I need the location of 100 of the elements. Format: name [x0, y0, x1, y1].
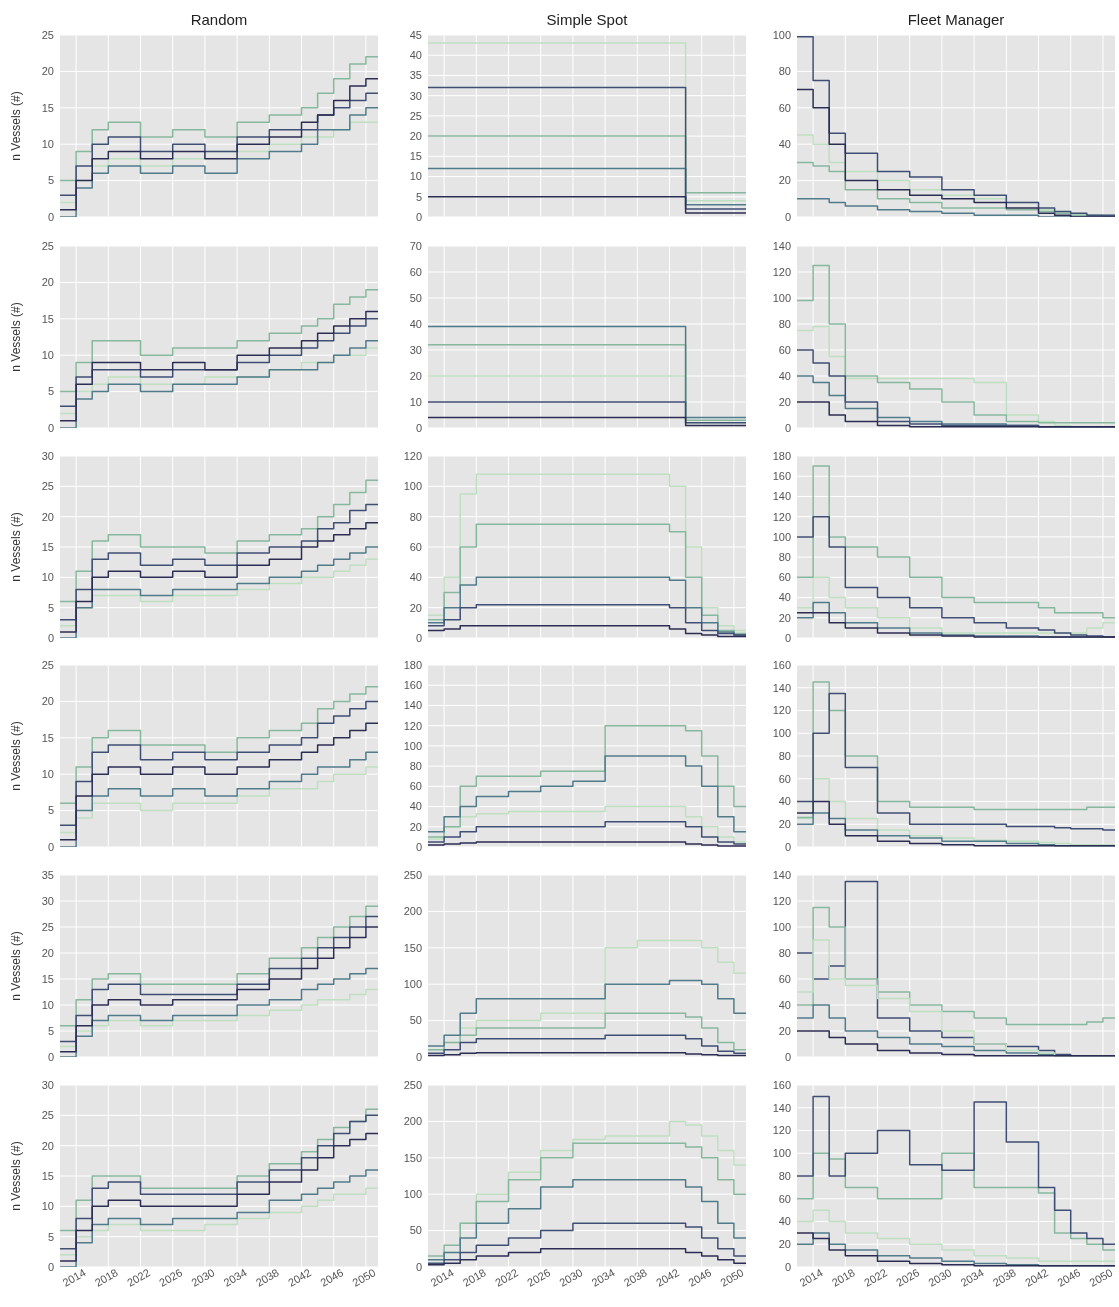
y-tick-label: 100: [403, 480, 422, 493]
y-tick-label: 40: [778, 369, 791, 382]
y-axis-title: n Vessels (#): [9, 302, 23, 372]
y-tick-label: 120: [403, 449, 422, 462]
y-tick-label: 35: [41, 868, 54, 881]
x-tick-label: 2038: [253, 1266, 281, 1289]
y-tick-label: 20: [409, 601, 422, 614]
x-tick-label: 2042: [285, 1266, 314, 1289]
y-tick-label: 120: [772, 894, 791, 907]
y-tick-label: 40: [409, 800, 422, 813]
y-tick-label: 20: [409, 820, 422, 833]
x-tick-label: 2018: [92, 1266, 120, 1289]
y-tick-label: 5: [47, 385, 54, 398]
y-tick-label: 200: [403, 905, 422, 918]
y-tick-label: 5: [47, 1024, 54, 1037]
y-tick-label: 0: [784, 840, 791, 853]
y-tick-label: 10: [41, 768, 54, 781]
x-tick-label: 2046: [686, 1266, 714, 1289]
y-tick-label: 20: [41, 695, 54, 708]
x-tick-label: 2030: [926, 1266, 954, 1289]
y-tick-label: 20: [778, 1238, 791, 1251]
y-tick-label: 40: [778, 998, 791, 1011]
y-tick-label: 15: [41, 540, 54, 553]
y-tick-label: 0: [784, 1050, 791, 1063]
y-tick-label: 20: [41, 65, 54, 78]
y-tick-label: 25: [41, 1109, 54, 1122]
x-tick-label: 2030: [189, 1266, 217, 1289]
y-tick-label: 10: [409, 395, 422, 408]
y-tick-label: 0: [784, 631, 791, 644]
x-tick-label: 2050: [718, 1266, 746, 1289]
x-tick-label: 2034: [589, 1266, 617, 1289]
x-tick-label: 2042: [1022, 1266, 1051, 1289]
y-tick-label: 250: [403, 868, 422, 881]
x-tick-label: 2018: [829, 1266, 857, 1289]
y-tick-label: 120: [403, 719, 422, 732]
y-tick-label: 160: [772, 1078, 791, 1091]
x-tick-label: 2046: [1055, 1266, 1083, 1289]
y-tick-label: 15: [41, 1169, 54, 1182]
y-tick-label: 60: [778, 343, 791, 356]
y-tick-label: 15: [41, 312, 54, 325]
chart-title: Simple Spot: [546, 11, 629, 28]
y-tick-label: 10: [409, 170, 422, 183]
y-tick-label: 200: [403, 1115, 422, 1128]
y-tick-label: 20: [41, 1139, 54, 1152]
x-tick-label: 2038: [990, 1266, 1018, 1289]
y-tick-label: 20: [41, 276, 54, 289]
y-axis-title: n Vessels (#): [9, 931, 23, 1001]
y-tick-label: 35: [409, 69, 422, 82]
y-tick-label: 30: [41, 1078, 54, 1091]
y-tick-label: 25: [41, 658, 54, 671]
y-tick-label: 0: [415, 1050, 422, 1063]
y-tick-label: 40: [409, 49, 422, 62]
x-tick-label: 2038: [621, 1266, 649, 1289]
y-tick-label: 100: [772, 28, 791, 41]
y-tick-label: 0: [415, 631, 422, 644]
y-tick-label: 120: [772, 1124, 791, 1137]
y-tick-label: 80: [778, 317, 791, 330]
y-tick-label: 250: [403, 1078, 422, 1091]
x-tick-label: 2014: [797, 1266, 825, 1289]
y-tick-label: 160: [403, 679, 422, 692]
y-tick-label: 5: [47, 804, 54, 817]
y-tick-label: 60: [409, 265, 422, 278]
y-tick-label: 100: [403, 739, 422, 752]
y-tick-label: 100: [772, 920, 791, 933]
x-tick-label: 2014: [428, 1266, 456, 1289]
y-tick-label: 15: [409, 150, 422, 163]
y-tick-label: 15: [41, 731, 54, 744]
y-tick-label: 20: [778, 818, 791, 831]
x-tick-label: 2050: [350, 1266, 378, 1289]
x-tick-label: 2042: [653, 1266, 682, 1289]
y-tick-label: 10: [41, 138, 54, 151]
y-tick-label: 100: [772, 727, 791, 740]
y-tick-label: 50: [409, 1014, 422, 1027]
x-tick-label: 2026: [525, 1266, 553, 1289]
y-tick-label: 100: [403, 1188, 422, 1201]
y-tick-label: 150: [403, 941, 422, 954]
y-tick-label: 80: [409, 759, 422, 772]
y-tick-label: 30: [41, 449, 54, 462]
y-tick-label: 60: [409, 780, 422, 793]
y-tick-label: 80: [778, 946, 791, 959]
y-axis-title: n Vessels (#): [9, 1141, 23, 1211]
x-tick-label: 2018: [460, 1266, 488, 1289]
y-tick-label: 80: [778, 1169, 791, 1182]
y-tick-label: 0: [47, 631, 54, 644]
y-tick-label: 20: [409, 369, 422, 382]
y-tick-label: 0: [47, 421, 54, 434]
y-tick-label: 20: [778, 611, 791, 624]
y-tick-label: 80: [778, 65, 791, 78]
y-tick-label: 60: [409, 540, 422, 553]
y-tick-label: 80: [778, 550, 791, 563]
x-tick-label: 2022: [861, 1266, 890, 1289]
y-axis-title: n Vessels (#): [9, 721, 23, 791]
y-tick-label: 0: [415, 1260, 422, 1273]
y-tick-label: 25: [41, 28, 54, 41]
y-tick-label: 120: [772, 265, 791, 278]
y-tick-label: 50: [409, 291, 422, 304]
y-tick-label: 70: [409, 239, 422, 252]
y-tick-label: 10: [41, 998, 54, 1011]
y-tick-label: 140: [772, 1101, 791, 1114]
y-tick-label: 10: [41, 349, 54, 362]
